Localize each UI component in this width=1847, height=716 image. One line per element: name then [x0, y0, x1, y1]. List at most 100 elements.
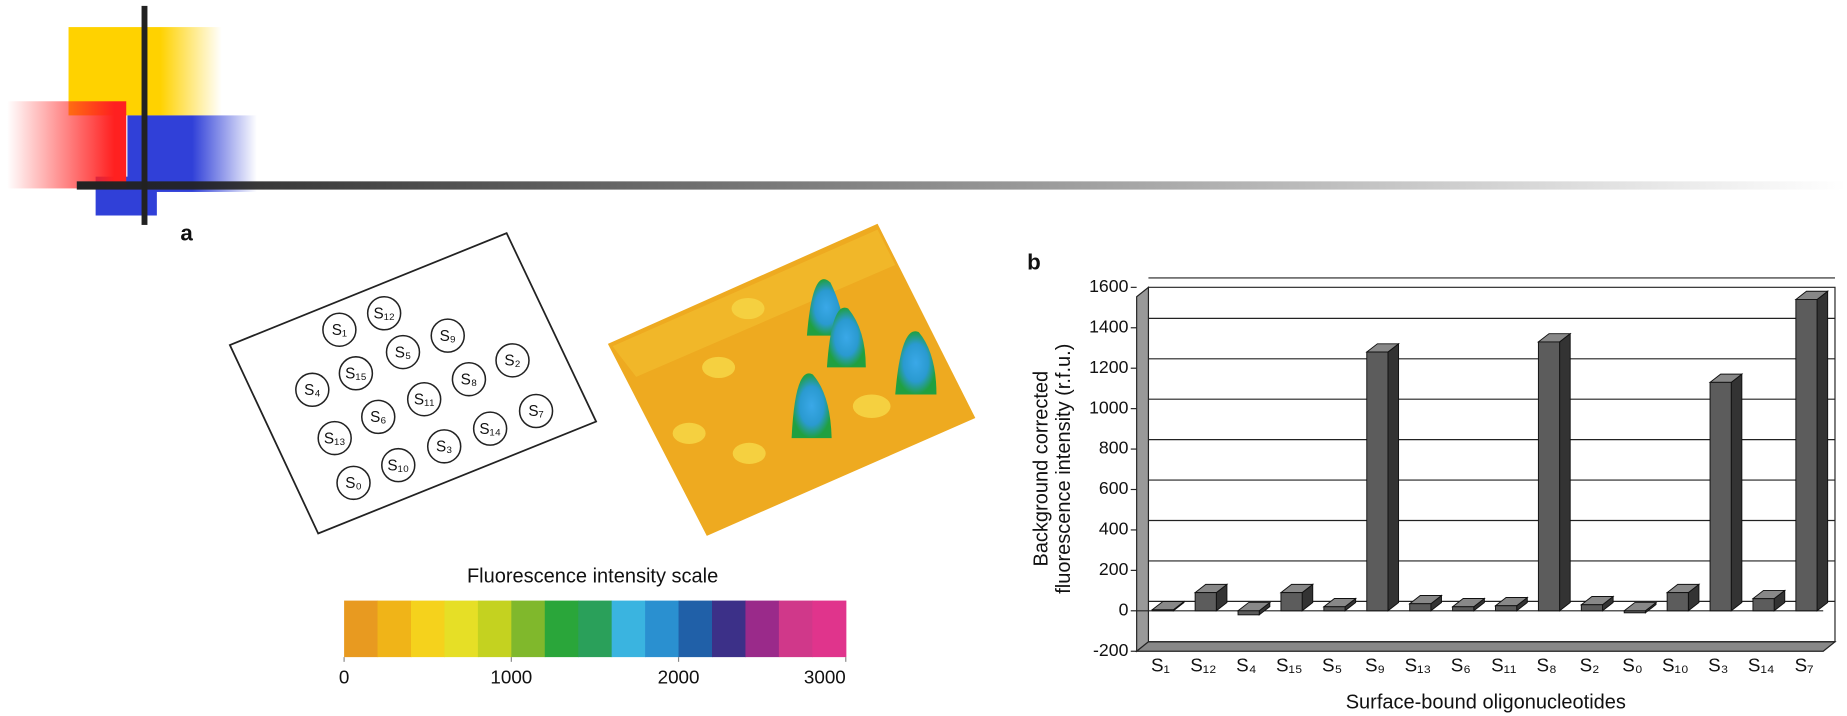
x-tick-label: S₀ [1622, 655, 1642, 676]
spot [518, 393, 554, 429]
spot [361, 399, 396, 435]
spot-label: S₁₀ [387, 457, 409, 474]
bar-side [1387, 342, 1400, 612]
spot-label: S₁₂ [373, 305, 394, 322]
y-tick-label: 1000 [1089, 397, 1128, 417]
spot [336, 465, 371, 501]
color-swatch [678, 600, 713, 658]
spot-label: S₇ [528, 403, 543, 420]
spot [430, 318, 465, 353]
colorbar-tick-label: 0 [339, 666, 349, 687]
x-tick-label: S₅ [1322, 655, 1342, 676]
spot [366, 295, 402, 331]
bar [1580, 604, 1603, 612]
x-tick-label: S₉ [1365, 655, 1385, 676]
bar-chart: b -200 0 200 400 600 800 1000 1200 1400 1600 Backgr… [1027, 250, 1837, 713]
spot [451, 361, 487, 397]
spot [385, 334, 421, 370]
spot-array: S₁ S₁₂ S₉ S₅ S₂ S₁₅ S₈ S₄ S₁₁ S₇ S₆ S₁₃ S₁₄ S₃ S₁₀ S₀ [295, 295, 554, 501]
x-tick-label: S₁₅ [1276, 655, 1303, 676]
x-tick-label: S₁₁ [1491, 655, 1516, 676]
bar [1151, 609, 1174, 612]
x-tick-label: S₁₂ [1190, 655, 1216, 676]
spot-label: S₈ [461, 371, 478, 388]
bar [1409, 603, 1432, 612]
y-tick-label: 400 [1099, 519, 1129, 539]
color-swatch [812, 600, 847, 658]
spot [322, 312, 357, 347]
color-swatch [611, 600, 646, 658]
color-swatch [477, 600, 512, 658]
spot-label: S₁₁ [414, 391, 435, 408]
color-swatch [745, 600, 780, 658]
color-swatch [410, 600, 446, 658]
x-tick-label: S₈ [1536, 655, 1556, 676]
spot-label: S₆ [370, 409, 386, 426]
spot-label: S₁₅ [345, 366, 367, 383]
color-swatch [645, 600, 680, 658]
colorbar-tick-label: 3000 [804, 666, 846, 687]
bar-side [1816, 290, 1829, 612]
y-tick-label: -200 [1093, 640, 1129, 660]
y-tick-label: 1600 [1089, 276, 1128, 296]
bar [1623, 610, 1646, 614]
bar [1495, 605, 1518, 612]
fluorescence-surface [607, 223, 976, 536]
x-tick-label: S₁₄ [1748, 655, 1775, 676]
color-swatch [344, 600, 379, 658]
x-tick-label: S₂ [1580, 655, 1600, 676]
x-tick-label: S₇ [1795, 655, 1814, 676]
colorbar-title: Fluorescence intensity scale [467, 565, 718, 587]
bar [1666, 592, 1689, 612]
y-tick-label: 200 [1099, 559, 1129, 579]
color-swatch [711, 600, 747, 658]
bar [1323, 606, 1346, 612]
x-tick-label: S₁₃ [1405, 655, 1432, 676]
spot-label: S₁₃ [324, 430, 346, 447]
x-tick-label: S₁₀ [1662, 655, 1689, 676]
spot [338, 356, 374, 391]
y-tick-label: 1200 [1089, 357, 1128, 377]
y-axis-title-line: Background corrected [1031, 371, 1053, 567]
slide-decoration [7, 5, 1847, 225]
color-swatch [544, 600, 579, 658]
y-tick-label: 0 [1119, 599, 1129, 619]
spot-label: S₃ [436, 439, 452, 456]
spot [295, 372, 330, 408]
color-swatch [578, 600, 613, 658]
y-axis-title-line: fluorescence intensity (r.f.u.) [1053, 344, 1075, 594]
bar [1237, 610, 1260, 616]
bar [1194, 592, 1217, 612]
array-outline [228, 232, 598, 535]
color-swatch [778, 600, 813, 658]
spot-label: S₀ [345, 475, 362, 492]
color-swatch [377, 600, 412, 658]
colorbar-tick-label: 2000 [658, 666, 700, 687]
bar [1280, 592, 1303, 612]
spot [495, 343, 530, 378]
bar [1537, 341, 1561, 612]
panel-label: b [1027, 250, 1041, 275]
spot [426, 429, 462, 464]
side-wall [1136, 286, 1150, 653]
y-tick-label: 1400 [1089, 316, 1128, 336]
floor [1134, 641, 1837, 652]
spot [406, 381, 442, 417]
bar [1752, 598, 1775, 612]
bar [1795, 299, 1818, 612]
x-tick-label: S₃ [1708, 655, 1728, 676]
x-tick-label: S₆ [1451, 655, 1471, 676]
spot-label: S₁₄ [479, 421, 501, 438]
spot-label: S₅ [395, 344, 411, 361]
bar [1452, 606, 1475, 612]
bar-side [1730, 373, 1743, 612]
x-tick-label: S₄ [1236, 655, 1256, 676]
y-axis-title: Background correctedfluorescence intensi… [1031, 344, 1075, 594]
bar-side [1559, 332, 1571, 612]
y-tick-label: 800 [1099, 438, 1129, 458]
x-axis-title: Surface-bound oligonucleotides [1346, 691, 1626, 713]
spot [381, 447, 416, 483]
bar [1366, 351, 1389, 612]
